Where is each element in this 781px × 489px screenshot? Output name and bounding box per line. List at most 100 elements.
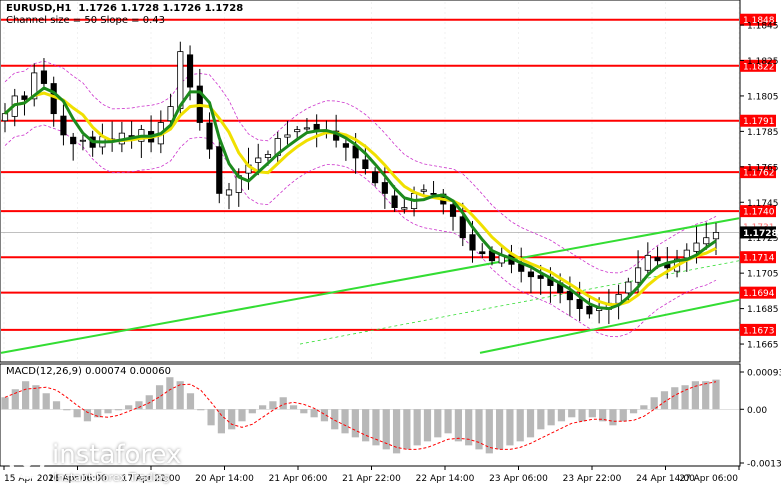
- candle-body: [70, 136, 77, 145]
- candle: [576, 281, 583, 322]
- candle-body: [381, 182, 388, 194]
- candle: [216, 136, 223, 204]
- macd-histogram-bar: [537, 409, 545, 430]
- candle: [537, 264, 544, 295]
- price-tick-label: 1.1725: [747, 234, 779, 244]
- candle-body: [40, 70, 48, 84]
- level-label-bg: [740, 205, 776, 218]
- channel-info: Channel size = 50 Slope = 0.43: [6, 15, 166, 26]
- macd-histogram-bar: [300, 409, 308, 414]
- time-tick-label: 22 Apr 14:00: [416, 474, 475, 484]
- macd-histogram-bar: [702, 381, 710, 410]
- level-label-bg: [740, 251, 776, 264]
- macd-histogram-bar: [135, 401, 143, 410]
- macd-histogram-bar: [73, 409, 81, 418]
- level-label-bg: [740, 323, 776, 336]
- macd-histogram-bar: [63, 409, 71, 411]
- candle-body: [693, 242, 700, 252]
- candle-body: [255, 157, 262, 163]
- candle: [255, 143, 262, 176]
- macd-histogram-bar: [403, 409, 411, 450]
- candle-body: [683, 249, 690, 259]
- bollinger-lower: [4, 124, 717, 338]
- candle-body: [186, 54, 194, 88]
- candle-body: [430, 192, 437, 195]
- candle: [401, 197, 408, 214]
- level-label: 1.1714: [743, 254, 775, 264]
- macd-histogram-bar: [413, 409, 421, 446]
- ohlc-values: 1.1726 1.1728 1.1726 1.1728: [78, 3, 244, 14]
- candle-body: [31, 72, 38, 100]
- price-axis[interactable]: 1.18451.18251.18051.17851.17651.17451.17…: [740, 22, 779, 351]
- level-label: 1.1694: [743, 289, 775, 299]
- candle: [459, 202, 466, 247]
- price-tick-label: 1.1745: [747, 199, 779, 209]
- time-tick-label: 17 Apr 22:00: [122, 474, 181, 484]
- time-tick-label: 15 Apr 2021: [4, 474, 60, 484]
- macd-histogram-bar: [434, 409, 442, 438]
- macd-histogram-bar: [125, 405, 133, 410]
- candle-body: [177, 51, 184, 109]
- macd-histogram-bar: [475, 409, 483, 450]
- macd-histogram-bar: [166, 377, 174, 410]
- time-tick-label: 21 Apr 22:00: [342, 474, 401, 484]
- macd-histogram-bar: [392, 409, 401, 454]
- macd-histogram-bar: [341, 409, 349, 434]
- candle-body: [1, 113, 9, 122]
- macd-panel[interactable]: 0.00093 0.00 -0.00134: [0, 363, 781, 470]
- macd-histogram-bar: [197, 409, 205, 411]
- macd-histogram-bar: [32, 385, 40, 410]
- ma-slow-line: [3, 86, 717, 311]
- price-tick-label: 1.1825: [747, 57, 779, 67]
- time-tick-label: 24 Apr 14:00: [636, 474, 695, 484]
- time-tick-label: 16 Apr 06:00: [48, 474, 107, 484]
- candle: [206, 112, 213, 159]
- macd-histogram-bar: [207, 409, 215, 426]
- macd-histogram-bar: [588, 409, 596, 418]
- macd-histogram-bar: [650, 397, 658, 410]
- macd-histogram-bar: [228, 409, 236, 430]
- level-label: 1.1673: [743, 326, 775, 336]
- level-label: 1.1848: [743, 16, 775, 26]
- macd-tick-label: 0.00093: [747, 369, 781, 379]
- candle-body: [79, 139, 86, 142]
- candle-body: [362, 159, 369, 169]
- macd-histogram-bar: [568, 409, 576, 418]
- candle-body: [303, 127, 311, 130]
- macd-histogram-bar: [660, 391, 669, 410]
- current-price-label: 1.1728: [743, 229, 778, 239]
- macd-histogram-bar: [259, 405, 267, 410]
- candle: [703, 222, 710, 250]
- macd-histogram-bar: [372, 409, 380, 446]
- macd-histogram-bar: [465, 409, 473, 446]
- instaforex-logo: instaforex Instant Forex Trading: [8, 440, 208, 484]
- macd-histogram-bar: [423, 409, 432, 442]
- macd-histogram-bar: [526, 409, 535, 438]
- macd-histogram-bar: [599, 409, 607, 422]
- macd-histogram-bar: [578, 409, 586, 422]
- macd-histogram-bar: [712, 379, 720, 410]
- candle: [70, 132, 77, 161]
- candle: [362, 144, 369, 175]
- candle: [40, 58, 48, 89]
- level-label-bg: [740, 286, 776, 299]
- macd-panel-border: [0, 363, 741, 467]
- macd-histogram-bar: [382, 409, 390, 450]
- candle-body: [576, 299, 583, 310]
- macd-histogram-bar: [22, 381, 30, 410]
- candle-body: [60, 115, 67, 136]
- time-tick-label: 27 Apr 06:00: [679, 474, 738, 484]
- time-tick-label: 23 Apr 06:00: [489, 474, 548, 484]
- channel-mid-line: [299, 260, 740, 345]
- candle-body: [449, 204, 457, 217]
- symbol-label: EURUSD,H1: [6, 3, 72, 14]
- logo-name: instaforex: [52, 440, 182, 470]
- candle: [167, 93, 174, 127]
- macd-histogram-bar: [155, 385, 164, 410]
- macd-histogram-bar: [331, 409, 339, 430]
- macd-histogram-bar: [52, 401, 61, 410]
- level-label-bg: [740, 166, 776, 179]
- macd-histogram-bar: [516, 409, 524, 442]
